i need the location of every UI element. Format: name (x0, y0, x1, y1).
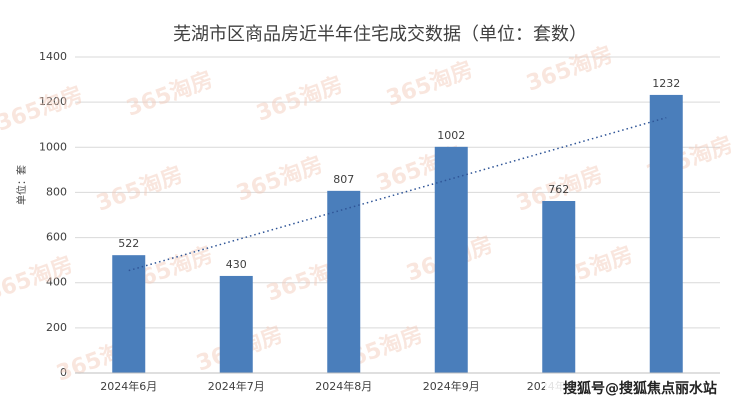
y-tick-label: 1200 (39, 95, 67, 108)
y-tick-label: 600 (46, 231, 67, 244)
x-tick-label: 2024年7月 (208, 379, 265, 393)
data-label: 1002 (437, 129, 465, 142)
data-label: 762 (548, 183, 569, 196)
trendline (128, 116, 667, 272)
source-label: 搜狐号@搜狐焦点丽水站 (563, 380, 717, 397)
bar (219, 275, 253, 373)
y-tick-label: 800 (46, 185, 67, 198)
bar (112, 255, 146, 373)
bar (434, 146, 468, 373)
y-tick-label: 1400 (39, 50, 67, 63)
source-bg (545, 376, 733, 400)
data-label: 1232 (652, 77, 680, 90)
y-tick-label: 200 (46, 321, 67, 334)
data-label: 522 (118, 237, 139, 250)
data-label: 430 (226, 258, 247, 271)
y-tick-label: 1000 (39, 140, 67, 153)
bar (649, 94, 683, 374)
x-tick-label: 2024年9月 (423, 379, 480, 393)
y-tick-label: 400 (46, 276, 67, 289)
chart-title: 芜湖市区商品房近半年住宅成交数据（单位：套数） (173, 24, 587, 45)
bar (327, 190, 361, 373)
x-tick-label: 2024年8月 (315, 379, 372, 393)
x-tick-label: 2024年6月 (100, 379, 157, 393)
data-label: 807 (333, 173, 354, 186)
y-tick-label: 0 (60, 366, 67, 379)
y-axis-label: 单位：套 (15, 165, 28, 205)
bar (542, 201, 576, 373)
